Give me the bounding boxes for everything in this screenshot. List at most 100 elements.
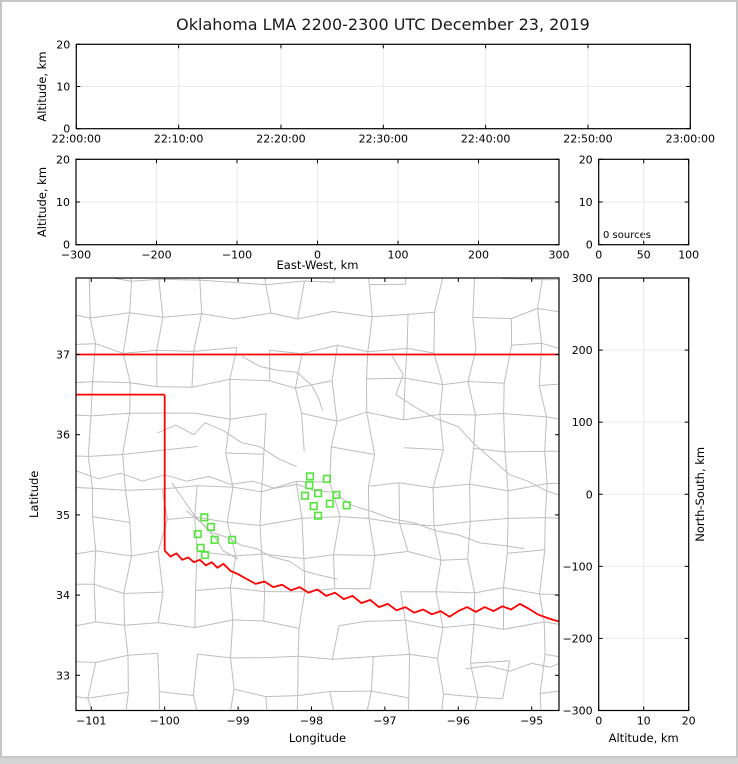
county-line xyxy=(298,207,300,246)
county-line xyxy=(164,447,197,451)
county-line xyxy=(434,312,435,353)
county-line xyxy=(547,483,578,484)
county-line xyxy=(124,207,133,246)
county-line xyxy=(538,308,542,343)
county-line xyxy=(540,594,545,622)
county-line xyxy=(59,274,90,277)
county-line xyxy=(609,593,612,630)
county-line xyxy=(195,591,196,628)
source-marker xyxy=(197,545,204,552)
county-line xyxy=(509,205,544,212)
county-line xyxy=(158,215,165,240)
county-line xyxy=(227,487,233,522)
county-line xyxy=(270,350,302,354)
county-line xyxy=(467,213,469,240)
county-line xyxy=(443,276,475,277)
map-y-tick-label: 36 xyxy=(56,429,70,442)
county-line xyxy=(54,344,95,346)
county-line xyxy=(504,383,505,413)
county-line xyxy=(234,689,266,696)
county-line xyxy=(231,206,236,245)
county-line xyxy=(473,317,476,349)
county-line xyxy=(405,620,443,628)
county-line xyxy=(478,697,503,698)
county-line xyxy=(227,522,260,525)
county-line xyxy=(440,414,476,415)
county-line xyxy=(470,624,474,663)
county-line xyxy=(444,694,478,697)
county-line xyxy=(539,343,542,385)
county-line xyxy=(159,692,193,696)
county-line xyxy=(542,243,543,280)
county-line xyxy=(93,344,96,382)
county-line xyxy=(158,623,195,628)
x-tick-label: 0 xyxy=(595,249,602,262)
county-line xyxy=(96,622,125,625)
state-border-red-river xyxy=(165,551,560,622)
county-line xyxy=(198,654,231,658)
county-line xyxy=(502,212,509,245)
county-line xyxy=(474,593,475,625)
county-line xyxy=(64,622,95,628)
county-line xyxy=(333,312,373,317)
county-line xyxy=(507,550,545,554)
map-y-tick-label: 37 xyxy=(56,349,70,362)
county-line xyxy=(158,551,163,592)
county-line xyxy=(503,661,510,699)
county-line xyxy=(236,554,262,556)
figure-title: Oklahoma LMA 2200-2300 UTC December 23, … xyxy=(176,15,590,34)
county-line xyxy=(126,490,130,522)
county-line xyxy=(410,654,438,658)
county-line xyxy=(503,588,539,594)
county-line xyxy=(130,281,132,313)
y-tick-label: 0 xyxy=(63,239,70,252)
county-line xyxy=(157,317,163,350)
y-tick-label: 200 xyxy=(572,344,593,357)
county-line xyxy=(194,348,237,352)
county-line xyxy=(441,559,468,560)
county-line xyxy=(579,382,611,383)
county-line xyxy=(233,487,262,492)
source-marker xyxy=(307,473,314,480)
county-line xyxy=(404,448,443,450)
county-line xyxy=(365,240,405,243)
county-line xyxy=(438,658,444,694)
county-line xyxy=(130,383,157,387)
county-line xyxy=(57,694,60,729)
county-line xyxy=(544,622,545,654)
county-line xyxy=(128,653,158,655)
county-line xyxy=(124,246,132,281)
x-tick-label: 23:00:00 xyxy=(666,133,715,146)
x-tick-label: 300 xyxy=(549,249,570,262)
county-line xyxy=(124,592,163,593)
county-line xyxy=(611,313,612,347)
county-line xyxy=(157,350,194,351)
map-y-tick-label: 33 xyxy=(56,669,70,682)
county-line xyxy=(334,206,371,214)
county-line xyxy=(433,450,443,488)
county-line xyxy=(470,484,471,521)
county-line xyxy=(266,696,298,697)
county-line xyxy=(299,592,305,629)
source-marker xyxy=(310,503,317,510)
county-line xyxy=(470,697,478,732)
river-line xyxy=(242,356,323,411)
county-line xyxy=(473,317,512,318)
county-line xyxy=(330,482,340,516)
county-line xyxy=(436,592,475,593)
county-line xyxy=(331,447,374,455)
y-tick-label: 0 xyxy=(63,123,70,136)
county-line xyxy=(194,244,200,281)
county-line xyxy=(124,594,125,626)
county-line xyxy=(230,588,233,620)
county-line xyxy=(159,279,163,317)
x-tick-label: 22:40:00 xyxy=(461,133,510,146)
county-line xyxy=(375,552,408,556)
county-line xyxy=(130,383,131,414)
county-line xyxy=(545,451,548,483)
county-line xyxy=(94,584,96,622)
county-line xyxy=(96,551,132,556)
county-line xyxy=(123,353,130,382)
county-line xyxy=(123,450,165,455)
county-line xyxy=(59,551,96,557)
